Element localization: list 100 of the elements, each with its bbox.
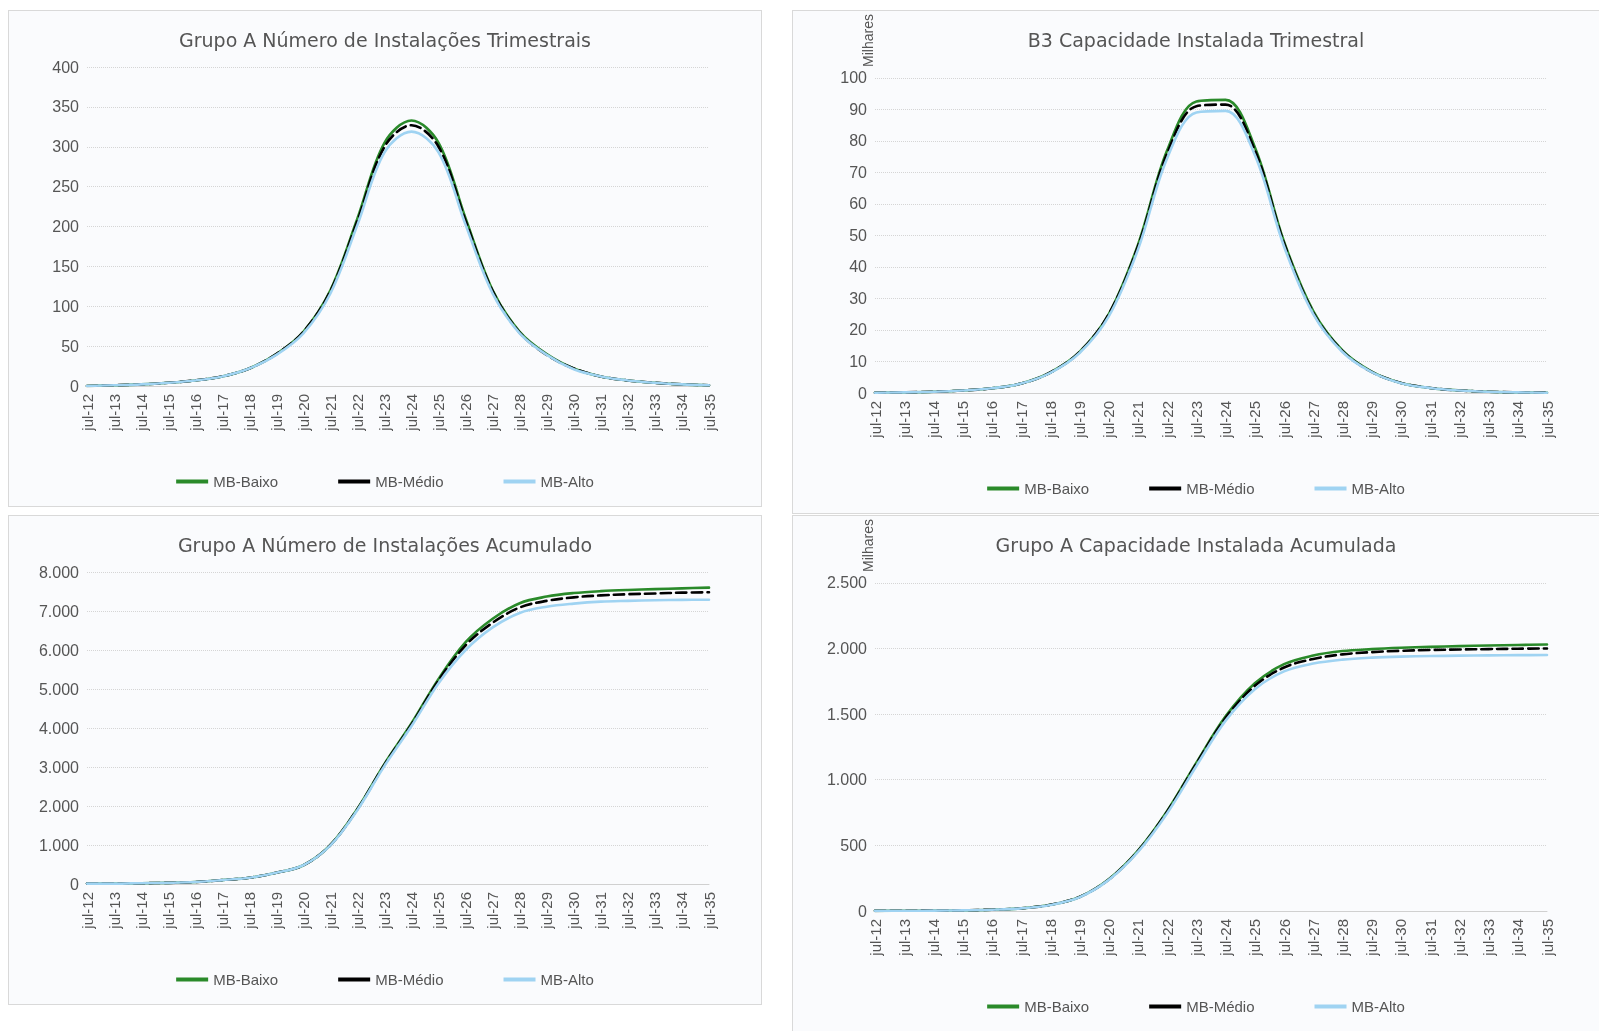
legend-label: MB-Alto [1351,480,1405,497]
x-tick-label: jul-21 [1129,919,1147,957]
x-tick-label: jul-30 [565,892,583,930]
y-tick-label: 90 [849,100,868,118]
x-tick-label: jul-27 [1304,919,1322,957]
x-tick-label: jul-34 [673,892,691,930]
y-tick-label: 500 [840,836,868,854]
y-tick-label: 6.000 [38,641,80,659]
x-tick-label: jul-34 [673,394,691,432]
x-tick-label: jul-32 [619,892,637,930]
x-tick-label: jul-18 [1041,401,1059,439]
y-tick-label: 50 [849,226,868,244]
x-tick-label: jul-21 [321,892,339,930]
y-tick-label: 0 [858,384,868,402]
x-tick-label: jul-21 [1129,401,1147,439]
y-axis-title: Milhares [860,519,876,572]
x-tick-label: jul-25 [430,892,448,930]
x-tick-label: jul-26 [457,892,475,930]
x-tick-label: jul-23 [1187,919,1205,957]
x-tick-label: jul-15 [159,394,177,432]
x-tick-label: jul-27 [484,394,502,432]
x-tick-label: jul-14 [132,892,150,930]
y-tick-label: 1.000 [38,836,80,854]
x-tick-label: jul-28 [511,892,529,930]
x-tick-label: jul-23 [1187,401,1205,439]
x-tick-label: jul-26 [1275,919,1293,957]
x-tick-label: jul-33 [646,892,664,930]
x-tick-label: jul-27 [484,892,502,930]
x-tick-label: jul-22 [348,394,366,432]
x-tick-label: jul-24 [1217,401,1235,439]
x-tick-label: jul-29 [538,394,556,432]
chart-title: Grupo A Número de Instalações Acumulado [177,533,593,556]
y-tick-label: 4.000 [38,719,80,737]
x-tick-label: jul-35 [700,892,718,930]
x-tick-label: jul-23 [375,892,393,930]
y-axis-title: Milhares [860,14,876,67]
legend-label: MB-Baixo [1024,480,1090,497]
x-tick-label: jul-21 [321,394,339,432]
legend-label: MB-Médio [1186,480,1255,497]
x-tick-label: jul-13 [105,394,123,432]
y-tick-label: 3.000 [38,758,80,776]
x-tick-label: jul-30 [1392,919,1410,957]
y-tick-label: 20 [849,321,868,339]
x-tick-label: jul-22 [348,892,366,930]
x-tick-label: jul-19 [1071,919,1089,957]
y-tick-label: 1.000 [826,771,868,789]
y-tick-label: 350 [52,98,80,116]
x-tick-label: jul-12 [866,401,884,439]
x-tick-label: jul-15 [159,892,177,930]
legend-label: MB-Baixo [213,971,279,988]
y-tick-label: 7.000 [38,602,80,620]
x-tick-label: jul-14 [924,919,942,957]
x-tick-label: jul-14 [924,401,942,439]
x-tick-label: jul-13 [895,401,913,439]
x-tick-label: jul-30 [1392,401,1410,439]
chart-title: Grupo A Capacidade Instalada Acumulada [995,533,1397,556]
x-tick-label: jul-32 [1450,919,1468,957]
x-tick-label: jul-24 [403,892,421,930]
legend-label: MB-Médio [375,971,444,988]
x-tick-label: jul-27 [1304,401,1322,439]
legend-label: MB-Baixo [213,473,279,490]
x-tick-label: jul-22 [1158,919,1176,957]
x-tick-label: jul-12 [866,919,884,957]
x-tick-label: jul-31 [592,892,610,930]
x-tick-label: jul-28 [1333,401,1351,439]
y-tick-label: 2.500 [826,574,868,592]
x-tick-label: jul-12 [78,394,96,432]
x-tick-label: jul-20 [1100,401,1118,439]
chart-title: B3 Capacidade Instalada Trimestral [1027,28,1365,51]
x-tick-label: jul-35 [700,394,718,432]
y-tick-label: 70 [849,163,868,181]
y-tick-label: 400 [52,58,80,76]
y-tick-label: 0 [858,902,868,920]
x-tick-label: jul-16 [186,892,204,930]
legend-label: MB-Baixo [1024,998,1090,1015]
x-tick-label: jul-19 [267,892,285,930]
x-tick-label: jul-13 [895,919,913,957]
y-tick-label: 100 [52,297,80,315]
x-tick-label: jul-28 [511,394,529,432]
x-tick-label: jul-18 [240,892,258,930]
y-tick-label: 1.500 [826,705,868,723]
x-tick-label: jul-33 [646,394,664,432]
x-tick-label: jul-28 [1333,919,1351,957]
y-tick-label: 8.000 [38,563,80,581]
legend-label: MB-Alto [540,473,594,490]
x-tick-label: jul-14 [132,394,150,432]
legend-label: MB-Alto [1351,998,1405,1015]
x-tick-label: jul-16 [186,394,204,432]
x-tick-label: jul-31 [1421,401,1439,439]
y-tick-label: 250 [52,178,80,196]
x-tick-label: jul-31 [1421,919,1439,957]
y-tick-label: 10 [849,352,868,370]
x-tick-label: jul-19 [267,394,285,432]
legend-label: MB-Médio [1186,998,1255,1015]
y-tick-label: 80 [849,132,868,150]
legend-label: MB-Médio [375,473,444,490]
x-tick-label: jul-32 [1450,401,1468,439]
chart-title: Grupo A Número de Instalações Trimestrais [179,28,591,51]
legend-label: MB-Alto [540,971,594,988]
x-tick-label: jul-24 [1217,919,1235,957]
